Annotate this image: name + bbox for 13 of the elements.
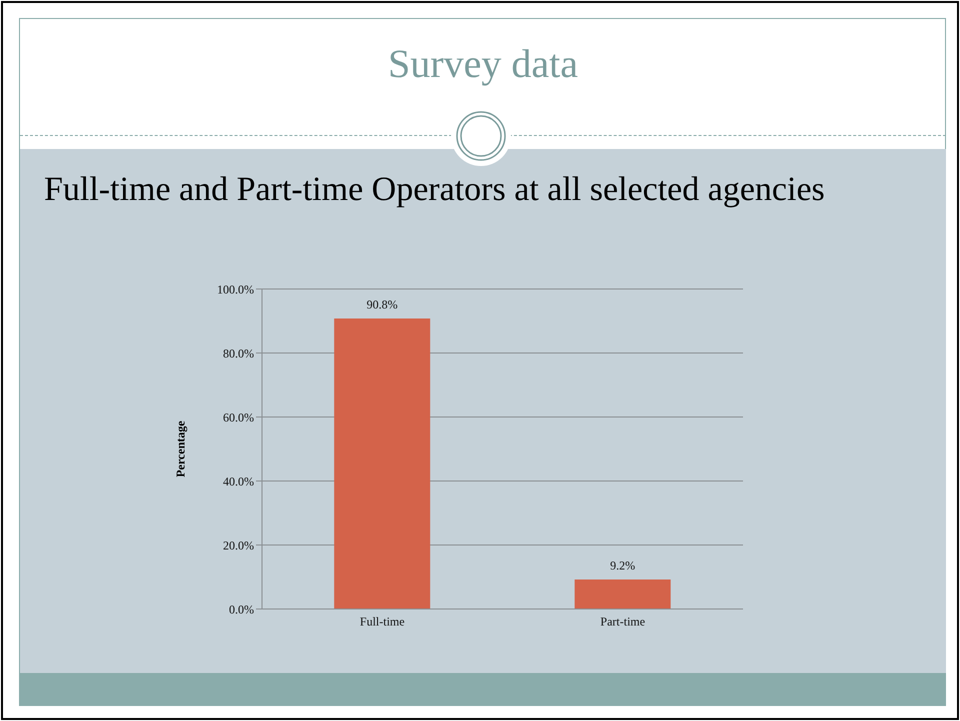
y-axis-title: Percentage xyxy=(173,420,188,478)
y-tick-label: 20.0% xyxy=(223,538,254,552)
y-tick-label: 80.0% xyxy=(223,346,254,360)
y-tick-label: 0.0% xyxy=(229,602,254,616)
y-tick-label: 100.0% xyxy=(217,282,254,296)
y-tick-label: 60.0% xyxy=(223,410,254,424)
data-label: 90.8% xyxy=(366,297,398,312)
x-tick-label: Part-time xyxy=(600,614,646,629)
data-label: 9.2% xyxy=(610,558,636,573)
chart-title: Survey data xyxy=(387,40,579,87)
chart-subtitle: Full-time and Part-time Operators at all selected agencies xyxy=(44,170,826,210)
x-tick-label: Full-time xyxy=(360,614,405,629)
y-tick-label: 40.0% xyxy=(223,474,254,488)
